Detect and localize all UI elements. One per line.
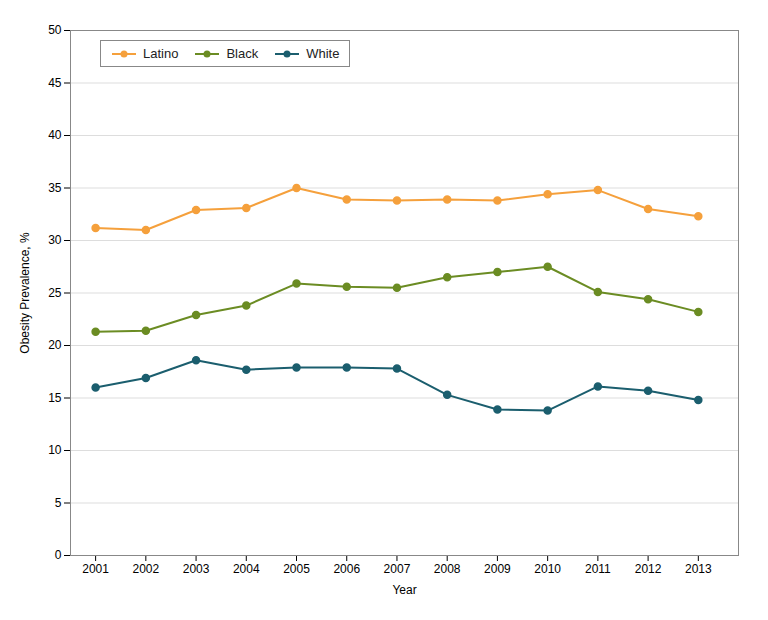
svg-text:0: 0 bbox=[55, 548, 62, 562]
html-text:White: White bbox=[306, 46, 340, 61]
html-text:Latino: Latino bbox=[143, 46, 179, 61]
svg-text:40: 40 bbox=[48, 128, 62, 142]
html-text:Black: Black bbox=[226, 46, 259, 61]
svg-text:25: 25 bbox=[48, 286, 62, 300]
svg-text:Obesity Prevalence, %: Obesity Prevalence, % bbox=[18, 232, 32, 354]
svg-text:45: 45 bbox=[48, 76, 62, 90]
svg-text:2013: 2013 bbox=[685, 562, 712, 576]
svg-text:5: 5 bbox=[55, 496, 62, 510]
svg-text:30: 30 bbox=[48, 233, 62, 247]
svg-text:2005: 2005 bbox=[283, 562, 310, 576]
svg-text:2002: 2002 bbox=[132, 562, 159, 576]
svg-text:2007: 2007 bbox=[384, 562, 411, 576]
svg-text:2004: 2004 bbox=[233, 562, 260, 576]
svg-text:2006: 2006 bbox=[333, 562, 360, 576]
svg-text:2010: 2010 bbox=[534, 562, 561, 576]
svg-text:20: 20 bbox=[48, 338, 62, 352]
svg-text:Year: Year bbox=[392, 583, 416, 597]
svg-text:2009: 2009 bbox=[484, 562, 511, 576]
svg-text:2003: 2003 bbox=[183, 562, 210, 576]
svg-text:2008: 2008 bbox=[434, 562, 461, 576]
svg-text:15: 15 bbox=[48, 391, 62, 405]
svg-text:35: 35 bbox=[48, 181, 62, 195]
svg-text:50: 50 bbox=[48, 23, 62, 37]
svg-text:10: 10 bbox=[48, 443, 62, 457]
svg-text:2001: 2001 bbox=[82, 562, 109, 576]
svg-text:2012: 2012 bbox=[635, 562, 662, 576]
svg-text:2011: 2011 bbox=[585, 562, 611, 576]
